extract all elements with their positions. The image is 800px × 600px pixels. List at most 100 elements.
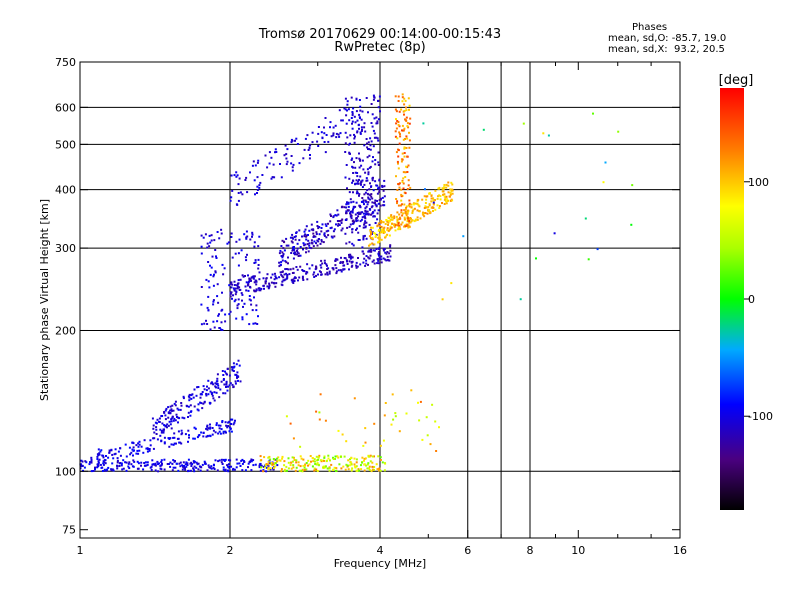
data-point xyxy=(108,449,111,452)
data-point xyxy=(174,419,177,422)
data-point xyxy=(207,280,210,283)
data-point xyxy=(434,208,437,211)
data-point xyxy=(371,231,374,234)
data-point xyxy=(202,435,205,438)
data-point xyxy=(215,391,218,394)
data-point xyxy=(356,182,358,185)
data-point xyxy=(103,459,106,462)
data-point xyxy=(223,267,226,270)
data-point xyxy=(285,237,288,240)
data-point xyxy=(315,274,317,277)
data-point xyxy=(371,236,374,239)
data-point xyxy=(318,454,321,457)
data-point xyxy=(218,427,221,430)
data-point xyxy=(200,303,203,306)
data-point xyxy=(397,155,400,158)
data-point xyxy=(416,202,419,205)
data-point xyxy=(168,463,170,465)
data-point xyxy=(211,394,214,397)
data-point xyxy=(340,222,343,224)
data-point xyxy=(231,189,234,192)
data-point xyxy=(326,264,328,267)
data-point xyxy=(349,215,352,218)
data-point xyxy=(387,219,390,222)
data-point xyxy=(291,278,294,281)
data-point xyxy=(376,120,379,123)
data-point xyxy=(377,455,380,458)
data-point xyxy=(173,460,176,463)
data-point xyxy=(378,237,380,240)
data-point xyxy=(374,163,377,166)
data-point xyxy=(358,469,361,472)
data-point xyxy=(366,156,369,159)
data-point xyxy=(304,233,307,236)
data-point xyxy=(373,455,375,458)
data-point xyxy=(247,274,249,277)
data-point xyxy=(393,224,395,227)
data-point xyxy=(301,277,304,280)
data-point xyxy=(437,195,439,198)
data-point xyxy=(264,282,267,285)
data-point xyxy=(329,220,332,223)
data-point xyxy=(273,176,276,179)
data-point xyxy=(250,303,253,306)
data-point xyxy=(204,462,207,465)
data-point xyxy=(292,437,295,440)
data-point xyxy=(309,154,311,156)
data-point xyxy=(371,260,374,263)
data-point xyxy=(378,254,380,257)
data-point xyxy=(398,131,401,134)
data-point xyxy=(195,461,198,464)
data-point xyxy=(140,445,143,448)
data-point xyxy=(323,132,326,135)
data-point xyxy=(363,126,366,129)
data-point xyxy=(335,136,338,139)
data-point xyxy=(238,462,241,465)
data-point xyxy=(429,443,432,446)
data-point xyxy=(317,132,320,135)
data-point xyxy=(310,228,313,231)
data-point xyxy=(262,465,265,468)
data-point xyxy=(416,216,419,219)
data-point xyxy=(265,470,268,473)
data-point xyxy=(378,256,381,259)
data-point xyxy=(204,461,207,464)
data-point xyxy=(199,393,202,396)
data-point xyxy=(320,271,322,274)
data-point xyxy=(293,456,295,459)
data-point xyxy=(365,262,368,265)
data-point xyxy=(253,290,256,293)
data-point xyxy=(320,273,323,276)
data-point xyxy=(218,313,220,316)
data-point xyxy=(230,430,233,433)
data-point xyxy=(155,426,158,429)
data-point xyxy=(362,168,365,171)
data-point xyxy=(183,466,186,469)
data-point xyxy=(220,321,223,324)
data-point xyxy=(362,212,365,215)
data-point xyxy=(217,314,220,317)
data-point xyxy=(220,458,223,461)
data-point xyxy=(197,434,200,437)
data-point xyxy=(268,286,271,289)
data-point xyxy=(307,234,309,236)
data-point xyxy=(547,134,550,137)
data-point xyxy=(400,108,403,111)
data-point xyxy=(380,238,383,241)
data-point xyxy=(216,320,219,323)
data-point xyxy=(366,463,369,466)
data-point xyxy=(169,409,172,412)
data-point xyxy=(406,166,409,169)
data-point xyxy=(375,136,378,139)
y-tick-label: 600 xyxy=(55,101,76,114)
data-point xyxy=(220,380,223,383)
data-point xyxy=(165,407,168,410)
data-point xyxy=(404,225,407,228)
data-point xyxy=(350,256,353,259)
data-point xyxy=(280,273,283,276)
data-point xyxy=(154,464,157,467)
data-point xyxy=(258,464,261,467)
data-point xyxy=(289,268,292,271)
data-point xyxy=(450,189,453,192)
data-point xyxy=(132,446,135,449)
